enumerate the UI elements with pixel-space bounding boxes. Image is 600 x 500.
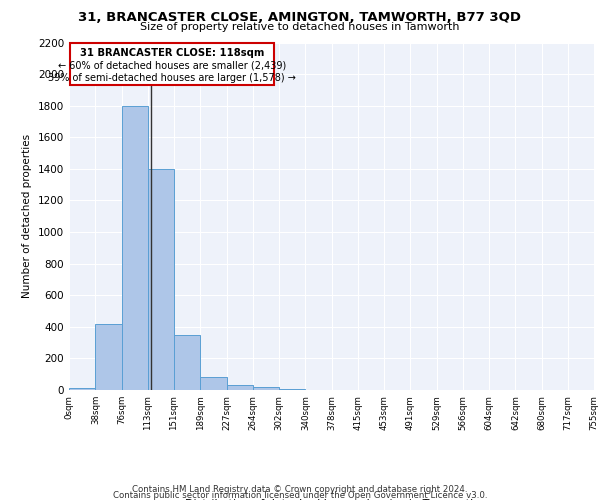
- Bar: [200, 378, 227, 390]
- Text: 39% of semi-detached houses are larger (1,578) →: 39% of semi-detached houses are larger (…: [48, 73, 296, 83]
- Bar: [95, 324, 122, 390]
- Bar: [69, 388, 95, 390]
- Bar: [148, 169, 174, 390]
- Bar: [227, 386, 253, 390]
- Text: 31 BRANCASTER CLOSE: 118sqm: 31 BRANCASTER CLOSE: 118sqm: [80, 48, 264, 58]
- Text: Contains HM Land Registry data © Crown copyright and database right 2024.: Contains HM Land Registry data © Crown c…: [132, 484, 468, 494]
- Bar: [279, 389, 305, 390]
- Y-axis label: Number of detached properties: Number of detached properties: [22, 134, 32, 298]
- Text: Size of property relative to detached houses in Tamworth: Size of property relative to detached ho…: [140, 22, 460, 32]
- Text: 31, BRANCASTER CLOSE, AMINGTON, TAMWORTH, B77 3QD: 31, BRANCASTER CLOSE, AMINGTON, TAMWORTH…: [79, 11, 521, 24]
- X-axis label: Distribution of detached houses by size in Tamworth: Distribution of detached houses by size …: [185, 499, 478, 500]
- Text: ← 60% of detached houses are smaller (2,439): ← 60% of detached houses are smaller (2,…: [58, 60, 286, 70]
- Bar: [70, 44, 274, 85]
- Bar: [253, 387, 279, 390]
- Bar: [122, 106, 148, 390]
- Text: Contains public sector information licensed under the Open Government Licence v3: Contains public sector information licen…: [113, 491, 487, 500]
- Bar: [174, 334, 200, 390]
